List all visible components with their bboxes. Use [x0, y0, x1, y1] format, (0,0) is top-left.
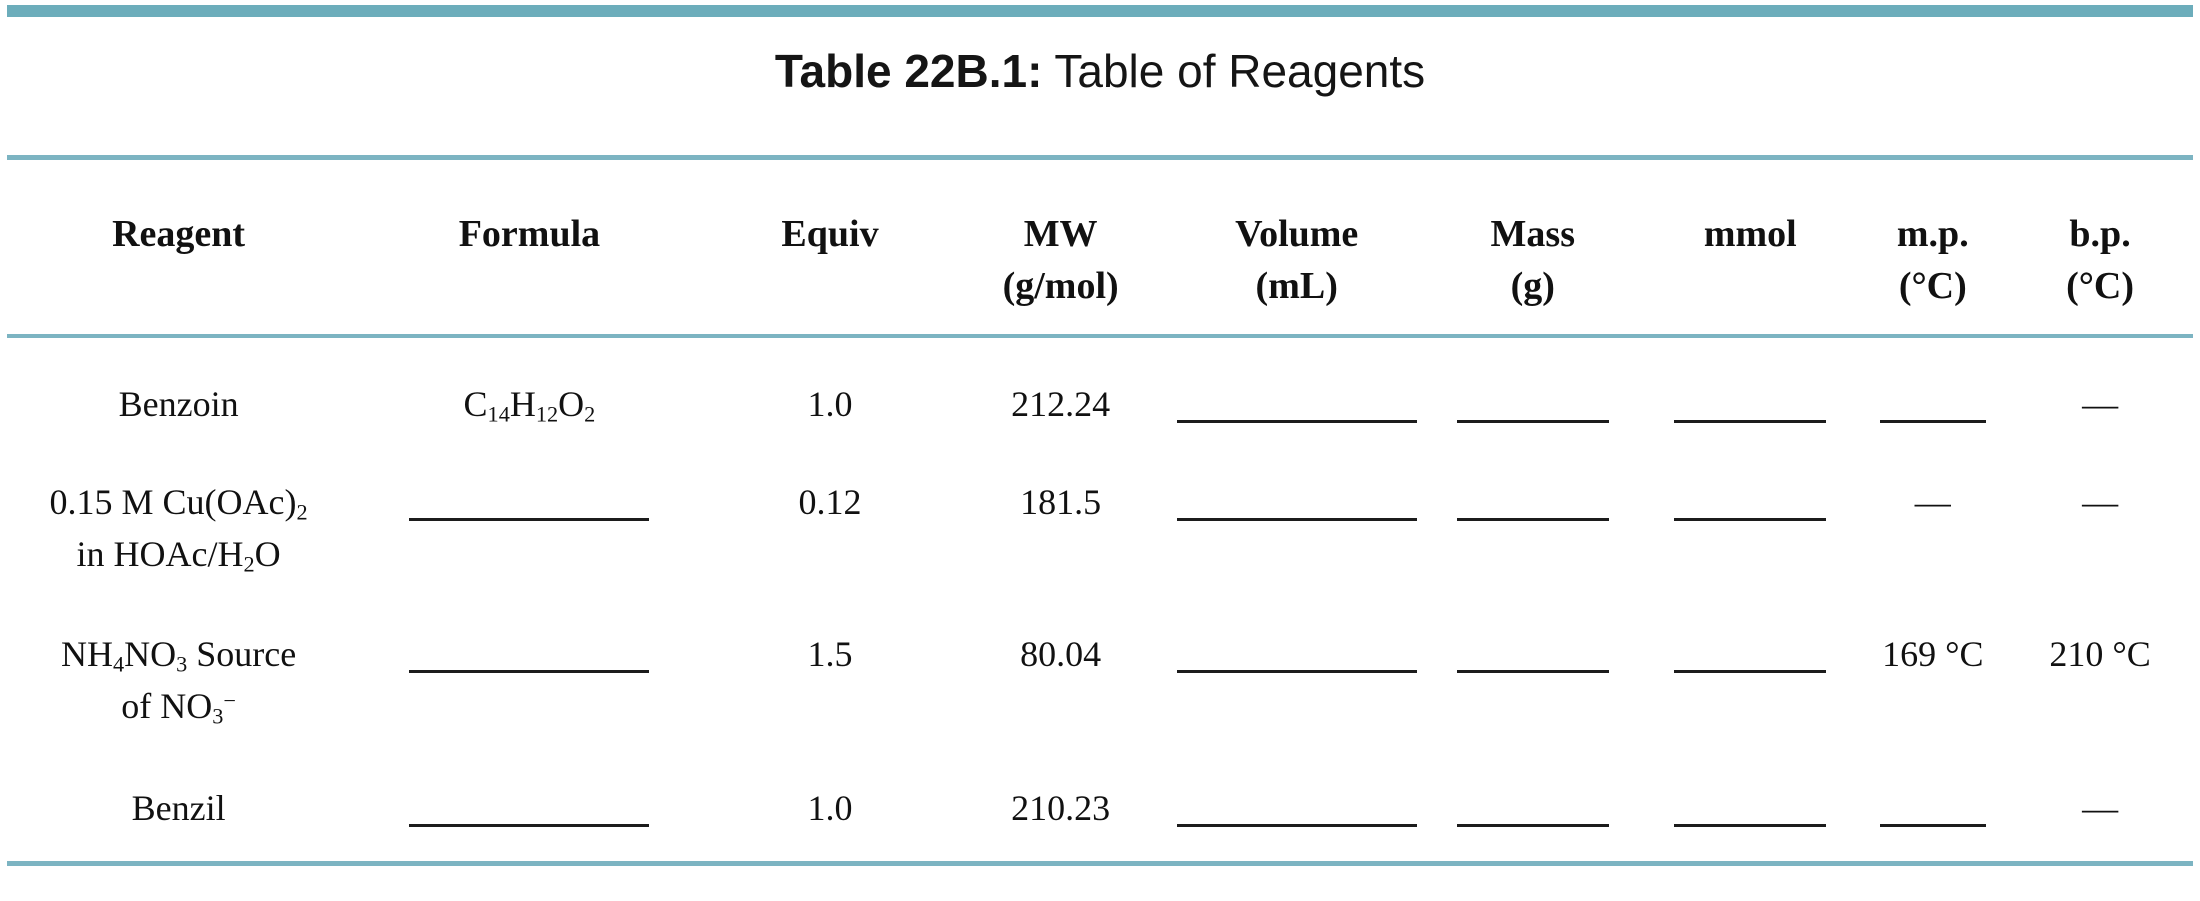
column-header-unit: (g)	[1510, 265, 1555, 307]
cell-mmol	[1642, 606, 1858, 756]
cell-mmol	[1642, 456, 1858, 606]
column-header-label: Volume	[1235, 213, 1359, 255]
cell-bp: 210 °C	[2049, 634, 2151, 674]
blank-fill-in-line	[409, 782, 650, 827]
cell-reagent: Benzil	[131, 788, 226, 828]
column-header-mass: Mass (g)	[1423, 160, 1643, 338]
column-header-formula: Formula	[350, 160, 709, 338]
blank-fill-in-line	[1674, 476, 1827, 521]
column-header-label: m.p.	[1896, 213, 1969, 255]
blank-fill-in-line	[1674, 378, 1827, 423]
cell-equiv: 0.12	[798, 482, 862, 522]
table-header: Reagent Formula Equiv MW (g/mol) Volume (mL) Ma…	[7, 160, 2193, 338]
blank-fill-in-line	[1674, 782, 1827, 827]
blank-fill-in-line	[1176, 782, 1417, 827]
column-header-reagent: Reagent	[7, 160, 351, 338]
blank-fill-in-line	[1176, 378, 1417, 423]
cell-mmol	[1642, 756, 1858, 863]
cell-mw: 210.23	[1011, 788, 1111, 828]
column-header-mmol: mmol	[1642, 160, 1859, 338]
cell-mw: 181.5	[1020, 482, 1102, 522]
cell-mp	[1858, 756, 2007, 863]
reagents-table: Reagent Formula Equiv MW (g/mol) Volume (mL) Ma…	[7, 160, 2193, 866]
table-row: Benzil 1.0 210.23 —	[7, 756, 2193, 863]
table-title: Table 22B.1: Table of Reagents	[0, 17, 2200, 155]
cell-mass	[1423, 456, 1642, 606]
blank-fill-in-line	[1674, 628, 1827, 673]
column-header-unit: (°C)	[1898, 265, 1967, 307]
column-header-label: b.p.	[2069, 213, 2131, 255]
blank-fill-in-line	[409, 476, 650, 521]
cell-mass	[1423, 756, 1642, 863]
table-title-text: Table of Reagents	[1042, 45, 1426, 97]
table-title-number: Table 22B.1:	[774, 45, 1043, 97]
cell-formula: C14H12O2	[463, 384, 596, 427]
cell-bp: —	[2082, 788, 2119, 828]
table-row: Benzoin C14H12O2 1.0 212.24 —	[7, 336, 2193, 456]
column-header-mp: m.p. (°C)	[1858, 160, 2008, 338]
cell-equiv: 1.0	[807, 788, 853, 828]
blank-fill-in-line	[409, 628, 650, 673]
table-row: NH4NO3 Source of NO3− 1.5 80.04 169 °C 210 °C	[7, 606, 2193, 756]
column-header-unit: (mL)	[1255, 265, 1338, 307]
cell-bp: —	[2082, 482, 2119, 522]
column-header-label: Formula	[458, 213, 601, 255]
header-row: Reagent Formula Equiv MW (g/mol) Volume (mL) Ma…	[7, 160, 2193, 338]
cell-volume	[1170, 456, 1424, 606]
blank-fill-in-line	[1879, 782, 1986, 827]
cell-equiv: 1.5	[807, 634, 853, 674]
cell-mw: 80.04	[1020, 634, 1102, 674]
cell-mp: —	[1914, 482, 1951, 522]
column-header-label: Reagent	[112, 213, 246, 255]
cell-reagent: NH4NO3 Source of NO3−	[60, 634, 297, 729]
table-row: 0.15 M Cu(OAc)2 in HOAc/H2O 0.12 181.5 — —	[7, 456, 2193, 606]
cell-reagent: 0.15 M Cu(OAc)2 in HOAc/H2O	[49, 482, 308, 577]
cell-mmol	[1642, 336, 1858, 456]
blank-fill-in-line	[1456, 782, 1609, 827]
top-accent-bar	[7, 5, 2193, 17]
blank-fill-in-line	[1456, 378, 1609, 423]
cell-volume	[1170, 336, 1424, 456]
cell-equiv: 1.0	[807, 384, 853, 424]
cell-volume	[1170, 606, 1424, 756]
cell-mass	[1423, 606, 1642, 756]
cell-formula	[350, 606, 709, 756]
title-divider-line	[7, 155, 2193, 160]
cell-mp	[1858, 336, 2007, 456]
column-header-label: MW	[1023, 213, 1098, 255]
blank-fill-in-line	[1456, 476, 1609, 521]
column-header-mw: MW (g/mol)	[951, 160, 1170, 338]
column-header-label: Equiv	[781, 213, 879, 255]
column-header-label: mmol	[1703, 213, 1797, 255]
cell-volume	[1170, 756, 1424, 863]
column-header-label: Mass	[1490, 213, 1575, 255]
column-header-unit: (°C)	[2066, 265, 2135, 307]
cell-reagent: Benzoin	[118, 384, 239, 424]
column-header-equiv: Equiv	[708, 160, 952, 338]
blank-fill-in-line	[1176, 628, 1417, 673]
cell-mass	[1423, 336, 1642, 456]
cell-mw: 212.24	[1011, 384, 1111, 424]
column-header-bp: b.p. (°C)	[2007, 160, 2193, 338]
blank-fill-in-line	[1456, 628, 1609, 673]
column-header-volume: Volume (mL)	[1169, 160, 1424, 338]
table-body: Benzoin C14H12O2 1.0 212.24—0.15 M Cu(OAc)2…	[7, 336, 2193, 863]
cell-bp: —	[2082, 384, 2119, 424]
blank-fill-in-line	[1176, 476, 1417, 521]
blank-fill-in-line	[1879, 378, 1986, 423]
column-header-unit: (g/mol)	[1002, 265, 1119, 307]
cell-formula	[350, 456, 709, 606]
cell-mp: 169 °C	[1882, 634, 1984, 674]
cell-formula	[350, 756, 709, 863]
